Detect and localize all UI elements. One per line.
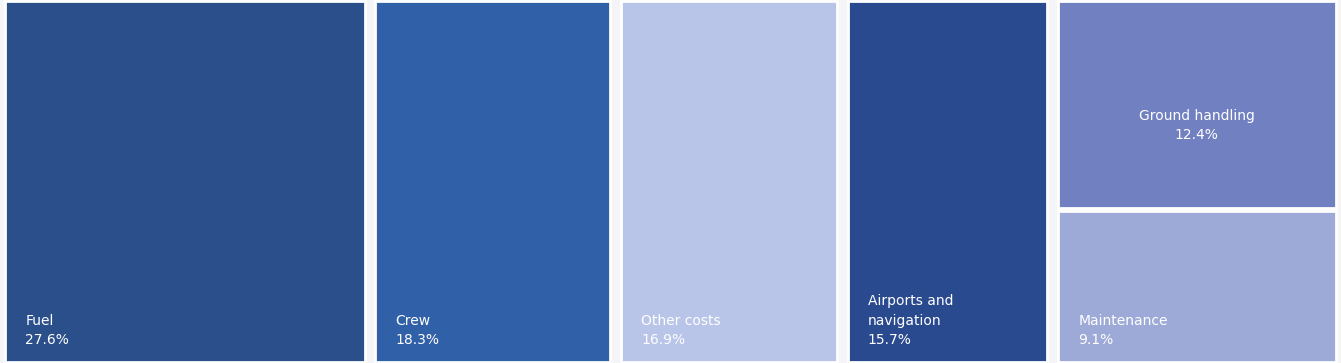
FancyBboxPatch shape: [1058, 211, 1336, 362]
FancyBboxPatch shape: [621, 1, 837, 362]
Text: Ground handling
12.4%: Ground handling 12.4%: [1139, 109, 1255, 143]
Text: Other costs
16.9%: Other costs 16.9%: [641, 314, 720, 347]
FancyBboxPatch shape: [5, 1, 365, 362]
Text: Crew
18.3%: Crew 18.3%: [396, 314, 440, 347]
Text: Maintenance
9.1%: Maintenance 9.1%: [1078, 314, 1168, 347]
FancyBboxPatch shape: [1058, 1, 1336, 208]
Text: Airports and
navigation
15.7%: Airports and navigation 15.7%: [868, 294, 953, 347]
FancyBboxPatch shape: [848, 1, 1047, 362]
FancyBboxPatch shape: [375, 1, 610, 362]
Text: Fuel
27.6%: Fuel 27.6%: [25, 314, 70, 347]
